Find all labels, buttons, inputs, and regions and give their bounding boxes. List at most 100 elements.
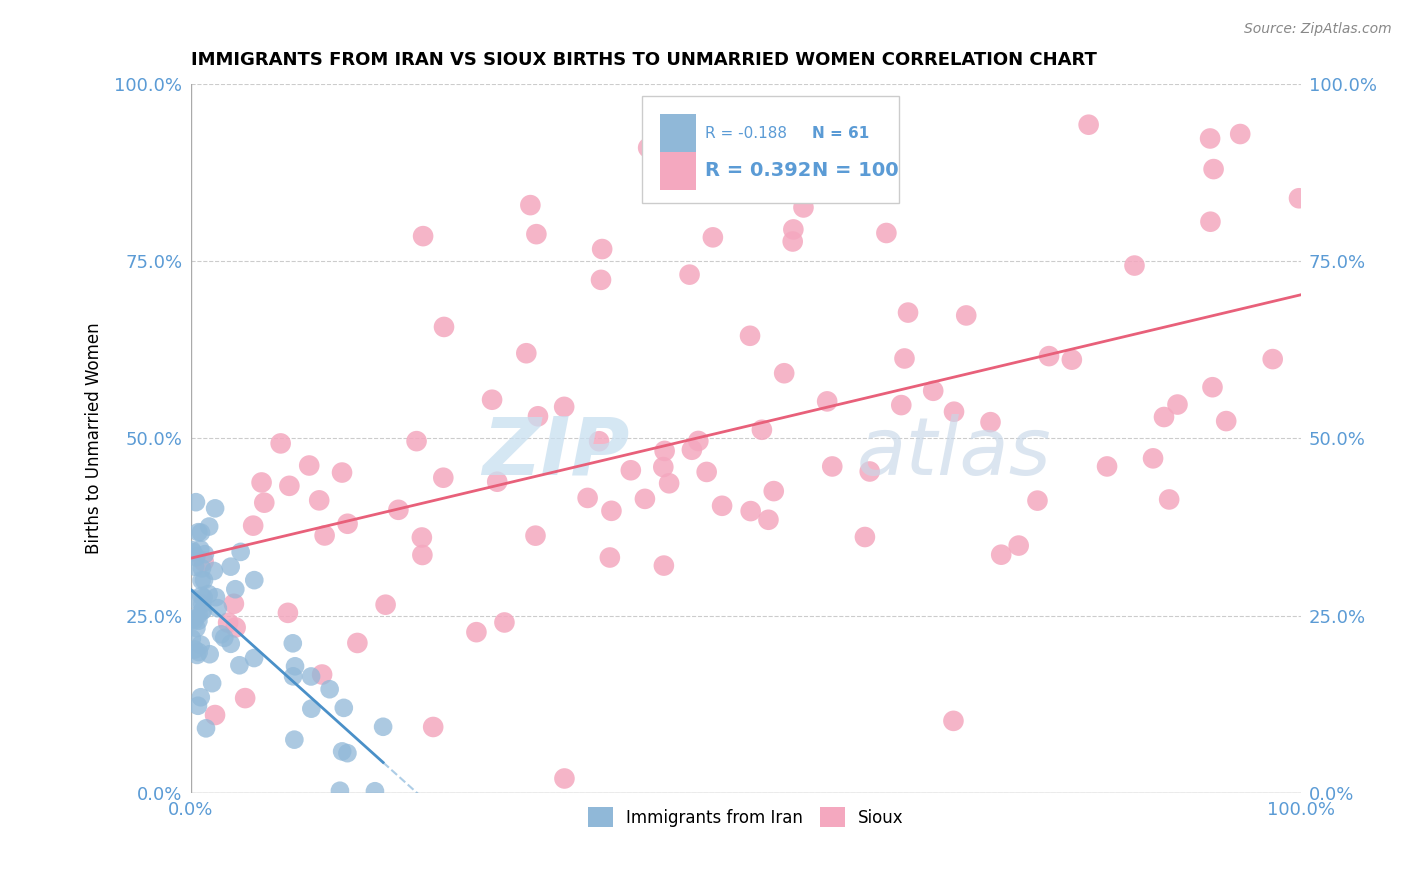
Point: [228, 658, 250, 673]
Point: [815, 394, 838, 409]
Point: [955, 309, 977, 323]
Point: [214, 631, 236, 645]
Point: [387, 503, 409, 517]
Point: [193, 591, 215, 605]
Point: [314, 528, 336, 542]
Point: [346, 636, 368, 650]
Point: [782, 222, 804, 236]
Point: [204, 501, 226, 516]
Point: [696, 465, 718, 479]
Point: [336, 516, 359, 531]
Point: [209, 627, 232, 641]
Point: [1008, 539, 1031, 553]
Point: [191, 597, 214, 611]
Point: [943, 405, 966, 419]
Point: [186, 648, 208, 662]
Text: IMMIGRANTS FROM IRAN VS SIOUX BIRTHS TO UNMARRIED WOMEN CORRELATION CHART: IMMIGRANTS FROM IRAN VS SIOUX BIRTHS TO …: [191, 51, 1097, 69]
Point: [330, 744, 353, 758]
Point: [277, 606, 299, 620]
Point: [486, 475, 509, 489]
Point: [336, 746, 359, 760]
Point: [1288, 191, 1310, 205]
Point: [250, 475, 273, 490]
Point: [333, 701, 356, 715]
Point: [374, 598, 396, 612]
Point: [897, 305, 920, 319]
Point: [281, 669, 304, 683]
Point: [678, 268, 700, 282]
Point: [198, 647, 221, 661]
Point: [1261, 352, 1284, 367]
Point: [201, 676, 224, 690]
Point: [190, 690, 212, 705]
Y-axis label: Births to Unmarried Women: Births to Unmarried Women: [86, 323, 103, 554]
Point: [193, 554, 215, 568]
Point: [979, 415, 1001, 429]
Point: [191, 603, 214, 617]
FancyBboxPatch shape: [643, 96, 898, 203]
Point: [1123, 259, 1146, 273]
Point: [190, 574, 212, 588]
Point: [219, 559, 242, 574]
Point: [318, 682, 340, 697]
Point: [229, 545, 252, 559]
Point: [1153, 410, 1175, 425]
Point: [243, 573, 266, 587]
Point: [299, 701, 322, 715]
Point: [576, 491, 599, 505]
Point: [1199, 215, 1222, 229]
Point: [634, 491, 657, 506]
Point: [1202, 162, 1225, 177]
Point: [702, 230, 724, 244]
Point: [412, 229, 434, 244]
Point: [184, 642, 207, 657]
Point: [281, 636, 304, 650]
Point: [219, 637, 242, 651]
Point: [202, 564, 225, 578]
Point: [652, 558, 675, 573]
Point: [652, 460, 675, 475]
Text: atlas: atlas: [856, 414, 1052, 491]
Point: [773, 366, 796, 380]
Point: [284, 659, 307, 673]
Point: [225, 620, 247, 634]
Point: [207, 601, 229, 615]
Point: [364, 784, 387, 798]
Point: [688, 434, 710, 448]
Point: [222, 597, 245, 611]
Point: [637, 141, 659, 155]
Point: [186, 621, 208, 635]
Point: [299, 669, 322, 683]
Point: [187, 614, 209, 628]
Point: [187, 525, 209, 540]
Point: [762, 484, 785, 499]
Point: [298, 458, 321, 473]
Point: [553, 400, 575, 414]
Point: [1215, 414, 1237, 428]
Point: [187, 607, 209, 622]
Point: [242, 518, 264, 533]
Point: [193, 573, 215, 587]
Text: ZIP: ZIP: [482, 414, 628, 491]
Point: [204, 708, 226, 723]
Point: [782, 235, 804, 249]
Point: [188, 542, 211, 557]
Point: [181, 612, 204, 626]
Point: [311, 667, 333, 681]
Point: [253, 496, 276, 510]
Point: [1095, 459, 1118, 474]
Point: [890, 398, 912, 412]
Point: [875, 226, 897, 240]
Point: [270, 436, 292, 450]
Point: [329, 783, 352, 797]
Point: [187, 698, 209, 713]
Point: [524, 529, 547, 543]
Point: [821, 459, 844, 474]
Point: [308, 493, 330, 508]
Point: [205, 591, 228, 605]
Point: [180, 543, 202, 558]
Point: [198, 519, 221, 533]
Point: [740, 504, 762, 518]
Point: [990, 548, 1012, 562]
Point: [195, 722, 218, 736]
